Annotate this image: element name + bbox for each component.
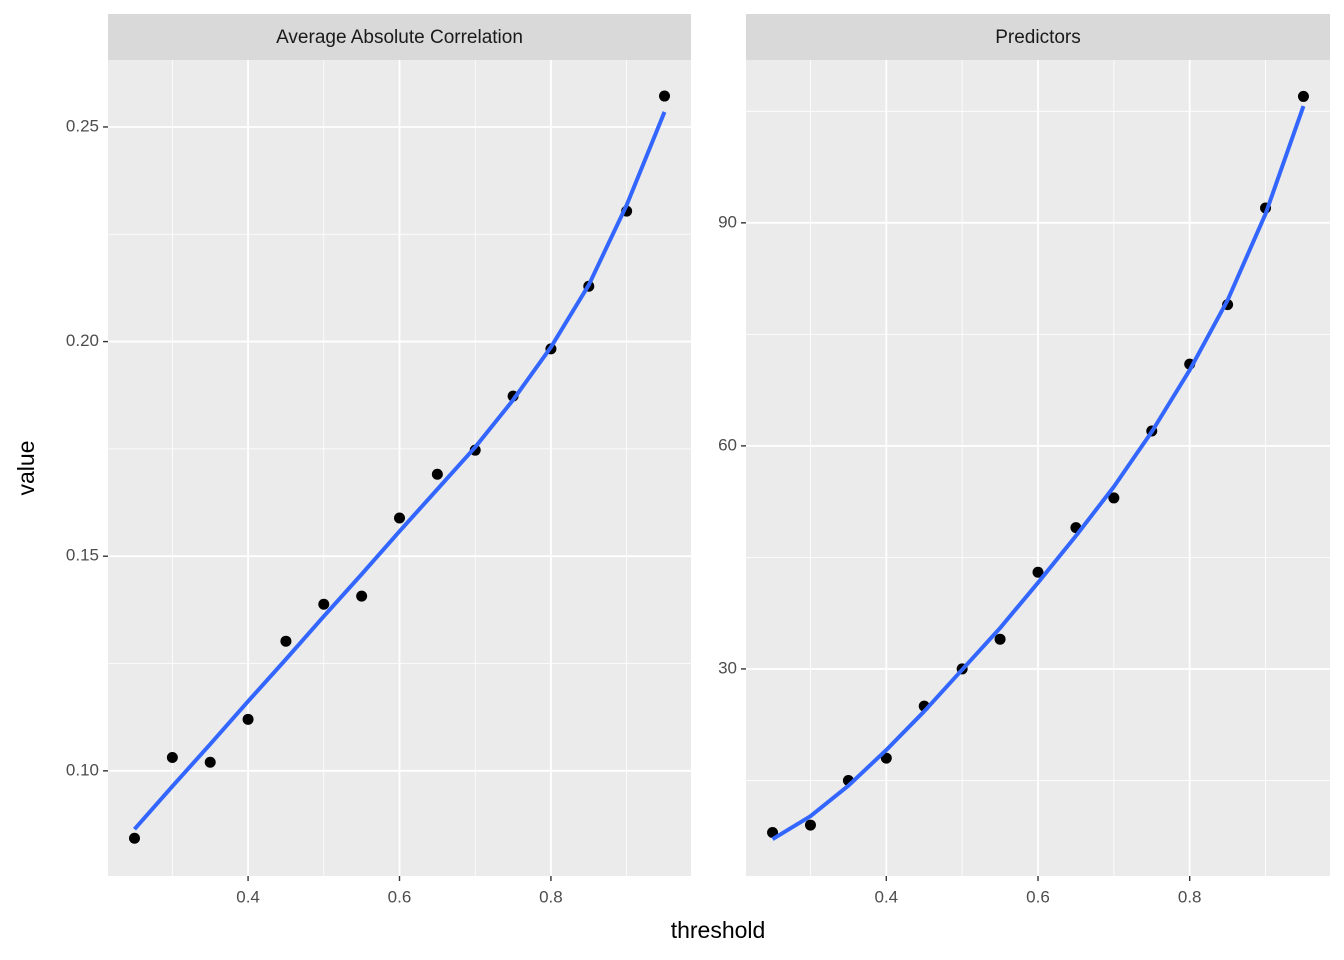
x-tick-label: 0.6 xyxy=(388,887,412,906)
y-tick-label: 60 xyxy=(718,435,737,454)
x-axis-title: threshold xyxy=(671,917,766,943)
point xyxy=(994,633,1006,645)
x-tick-label: 0.4 xyxy=(874,887,898,906)
smooth-line xyxy=(133,111,667,831)
point xyxy=(280,635,292,647)
strip-title: Average Absolute Correlation xyxy=(276,27,523,48)
strip xyxy=(108,14,691,60)
point xyxy=(804,819,816,831)
point xyxy=(394,512,405,524)
point xyxy=(204,756,216,768)
point xyxy=(659,90,670,102)
point xyxy=(1297,90,1309,102)
point xyxy=(356,590,368,602)
point xyxy=(318,598,330,610)
strip xyxy=(746,14,1330,60)
y-tick-label: 0.25 xyxy=(66,116,99,135)
point xyxy=(129,832,140,844)
point xyxy=(880,752,892,764)
point xyxy=(242,713,254,725)
point xyxy=(166,752,178,764)
point xyxy=(1108,492,1120,504)
y-axis-title: value xyxy=(13,441,39,496)
x-tick-label: 0.6 xyxy=(1026,887,1050,906)
y-tick-label: 0.20 xyxy=(66,331,99,350)
x-tick-label: 0.4 xyxy=(236,887,260,906)
x-tick-label: 0.8 xyxy=(539,887,563,906)
point xyxy=(1032,566,1044,578)
y-tick-label: 30 xyxy=(718,658,737,677)
smooth-line xyxy=(771,105,1306,841)
y-tick-label: 0.10 xyxy=(66,760,99,779)
point xyxy=(431,468,443,480)
y-tick-label: 90 xyxy=(718,212,737,231)
strip-title: Predictors xyxy=(995,27,1081,48)
y-tick-label: 0.15 xyxy=(66,546,99,565)
x-tick-label: 0.8 xyxy=(1178,887,1202,906)
